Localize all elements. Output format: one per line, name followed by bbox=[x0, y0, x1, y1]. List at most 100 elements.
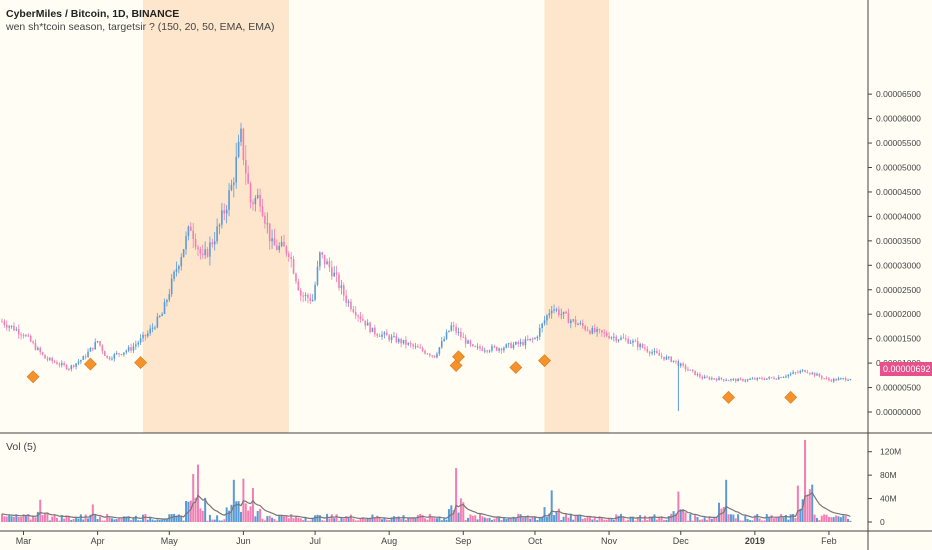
candle-body bbox=[835, 378, 837, 381]
time-tick-label: Jul bbox=[309, 536, 321, 546]
candle-body bbox=[820, 376, 823, 379]
candle-body bbox=[763, 379, 766, 381]
volume-bar bbox=[29, 519, 32, 522]
volume-bar bbox=[450, 505, 453, 522]
volume-bar bbox=[383, 518, 386, 522]
volume-bar bbox=[741, 520, 744, 522]
volume-bar bbox=[142, 514, 145, 522]
candle-body bbox=[123, 352, 125, 355]
candle-body bbox=[742, 379, 744, 381]
chart-title: CyberMiles / Bitcoin, 1D, BINANCE bbox=[6, 8, 180, 20]
price-tick-label: 0.00006000 bbox=[876, 114, 921, 124]
volume-tick-label: 40M bbox=[880, 494, 897, 504]
candle-body bbox=[794, 372, 797, 374]
volume-bar bbox=[58, 520, 61, 522]
candle-body bbox=[780, 377, 782, 379]
volume-bar bbox=[84, 514, 87, 522]
volume-bar bbox=[820, 515, 823, 522]
volume-bar bbox=[588, 516, 591, 522]
candle-body bbox=[694, 370, 696, 376]
volume-bar bbox=[79, 514, 82, 522]
candle-body bbox=[622, 337, 625, 339]
volume-bar bbox=[806, 494, 809, 522]
candle-body bbox=[553, 309, 555, 311]
candle-body bbox=[32, 341, 34, 343]
candle-body bbox=[354, 312, 357, 316]
candle-body bbox=[727, 380, 730, 382]
volume-bar bbox=[722, 506, 725, 522]
volume-bar bbox=[471, 515, 474, 522]
candle-body bbox=[371, 327, 374, 333]
volume-bar bbox=[507, 518, 510, 522]
volume-bar bbox=[486, 518, 489, 522]
candle-body bbox=[350, 301, 352, 310]
volume-bar bbox=[36, 511, 39, 522]
candle-body bbox=[581, 323, 584, 327]
volume-bar bbox=[505, 519, 508, 522]
candle-body bbox=[206, 249, 209, 257]
volume-bar bbox=[533, 517, 536, 522]
volume-bar bbox=[667, 515, 670, 522]
candle-body bbox=[178, 266, 180, 270]
candle-body bbox=[455, 326, 457, 333]
candle-body bbox=[44, 354, 46, 359]
candle-body bbox=[338, 274, 340, 288]
candle-body bbox=[462, 336, 465, 338]
volume-bar bbox=[543, 507, 546, 522]
candle-body bbox=[118, 353, 120, 355]
volume-tick-label: 120M bbox=[880, 447, 901, 457]
candle-body bbox=[443, 338, 445, 342]
volume-bar bbox=[498, 516, 501, 522]
candle-body bbox=[507, 343, 510, 345]
candle-body bbox=[297, 281, 300, 291]
candle-body bbox=[825, 378, 828, 380]
candle-body bbox=[156, 316, 159, 328]
volume-bar bbox=[627, 519, 630, 522]
candle-body bbox=[94, 341, 97, 350]
volume-bar bbox=[44, 513, 47, 522]
signal-marker bbox=[784, 390, 798, 404]
volume-bar bbox=[132, 518, 135, 522]
volume-bar bbox=[435, 518, 438, 522]
volume-bar bbox=[94, 514, 97, 522]
candle-body bbox=[658, 352, 661, 356]
volume-bar bbox=[433, 518, 436, 522]
candle-body bbox=[53, 361, 56, 363]
candle-body bbox=[749, 378, 751, 380]
candle-body bbox=[144, 334, 147, 337]
candle-body bbox=[311, 299, 314, 302]
candle-body bbox=[739, 378, 742, 380]
candle-body bbox=[510, 343, 512, 349]
volume-bar bbox=[299, 518, 302, 522]
volume-bar bbox=[364, 518, 367, 522]
candle-body bbox=[629, 342, 632, 344]
volume-bar bbox=[569, 513, 572, 522]
candle-body bbox=[230, 184, 233, 191]
candle-body bbox=[173, 271, 175, 279]
volume-bar bbox=[775, 517, 778, 522]
candle-body bbox=[706, 376, 708, 378]
volume-bar bbox=[392, 516, 395, 522]
candle-body bbox=[560, 314, 563, 316]
signal-marker bbox=[26, 370, 40, 384]
volume-bar bbox=[428, 513, 431, 522]
candle-body bbox=[531, 338, 534, 340]
candle-body bbox=[235, 156, 238, 183]
volume-bar bbox=[12, 516, 15, 522]
signal-marker bbox=[538, 354, 551, 368]
volume-bar bbox=[426, 519, 429, 522]
volume-tick-label: 80M bbox=[880, 470, 897, 480]
candle-body bbox=[467, 340, 469, 344]
candle-body bbox=[92, 347, 94, 350]
volume-bar bbox=[46, 512, 49, 522]
price-tick-label: 0.00001500 bbox=[876, 334, 921, 344]
candle-body bbox=[75, 363, 77, 367]
candle-body bbox=[672, 360, 675, 362]
volume-bar bbox=[294, 515, 297, 522]
candle-body bbox=[756, 377, 759, 380]
candle-body bbox=[782, 376, 785, 378]
candle-body bbox=[321, 252, 324, 255]
volume-bar bbox=[173, 513, 176, 522]
candle-body bbox=[8, 326, 10, 328]
volume-bar bbox=[273, 518, 276, 522]
